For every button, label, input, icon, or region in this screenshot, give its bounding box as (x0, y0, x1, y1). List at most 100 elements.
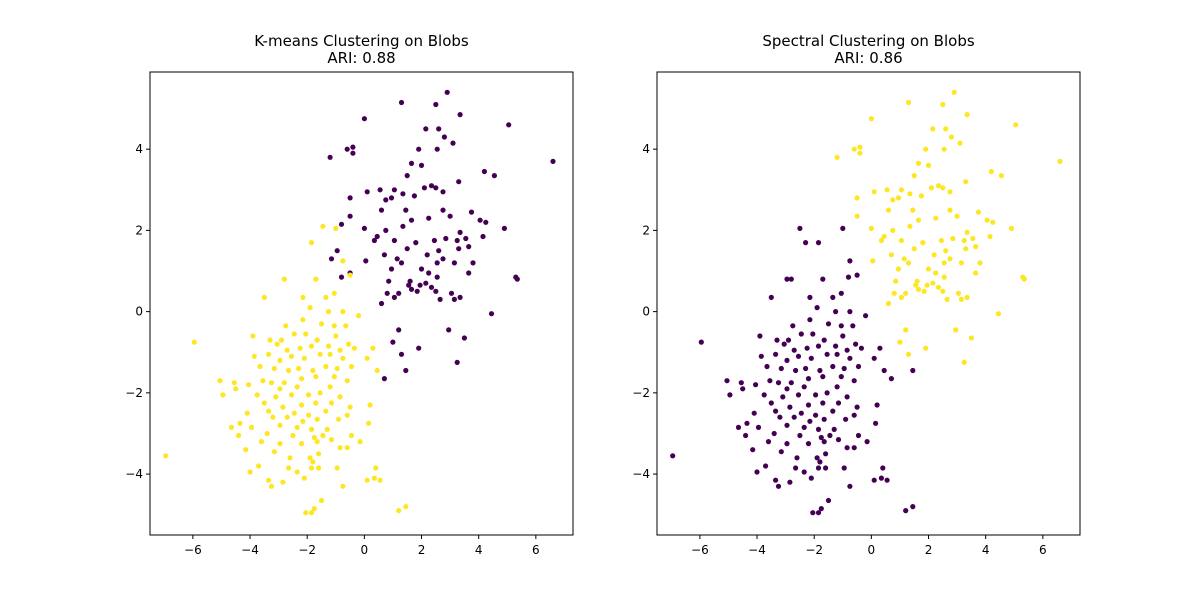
spectral-point-purple (824, 390, 830, 396)
spectral-point-yellow (968, 335, 975, 341)
kmeans-point-yellow (277, 422, 283, 428)
kmeans-point-purple (408, 160, 415, 166)
spectral-point-purple (788, 276, 794, 282)
spectral-point-purple (815, 240, 822, 246)
spectral-point-purple (780, 394, 786, 400)
spectral-point-yellow (915, 217, 922, 223)
kmeans-point-yellow (348, 363, 355, 370)
kmeans-point-yellow (316, 465, 322, 471)
spectral-point-yellow (998, 173, 1005, 179)
kmeans-point-purple (436, 126, 442, 132)
kmeans-point-purple (423, 126, 429, 132)
spectral-point-yellow (940, 288, 946, 294)
spectral-point-yellow (931, 252, 937, 258)
spectral-point-yellow (964, 112, 970, 118)
spectral-point-purple (767, 378, 773, 384)
kmeans-point-yellow (357, 439, 363, 445)
spectral-point-yellow (911, 173, 917, 179)
kmeans-point-yellow (300, 294, 306, 300)
kmeans-y-tick-label: 2 (135, 223, 143, 237)
kmeans-point-yellow (286, 367, 292, 374)
kmeans-x-tick-label: 6 (532, 543, 540, 557)
spectral-point-yellow (905, 260, 912, 266)
kmeans-point-yellow (320, 223, 326, 229)
spectral-point-purple (727, 392, 733, 398)
kmeans-point-yellow (371, 475, 377, 481)
spectral-point-purple (813, 392, 819, 398)
kmeans-point-purple (456, 179, 462, 185)
spectral-x-tick-label: −6 (691, 543, 709, 557)
kmeans-point-yellow (280, 479, 286, 485)
kmeans-point-yellow (377, 477, 383, 483)
spectral-point-yellow (898, 294, 905, 300)
spectral-point-purple (838, 323, 844, 329)
kmeans-point-purple (457, 112, 463, 118)
kmeans-point-yellow (163, 453, 169, 459)
kmeans-point-yellow (340, 258, 346, 264)
kmeans-point-purple (413, 240, 419, 246)
spectral-point-yellow (935, 183, 942, 189)
spectral-point-yellow (903, 290, 909, 296)
spectral-point-purple (778, 449, 784, 455)
kmeans-points (163, 89, 556, 516)
spectral-point-purple (814, 305, 820, 311)
kmeans-point-purple (444, 89, 450, 95)
kmeans-point-yellow (320, 432, 326, 439)
kmeans-point-purple (391, 187, 397, 193)
spectral-point-yellow (930, 126, 936, 132)
spectral-point-purple (910, 504, 916, 510)
spectral-point-purple (827, 432, 833, 439)
spectral-x-tick-label: 2 (925, 543, 933, 557)
kmeans-point-purple (391, 237, 397, 244)
kmeans-point-purple (434, 274, 440, 280)
spectral-point-yellow (943, 248, 949, 254)
kmeans-point-yellow (308, 240, 315, 246)
kmeans-subtitle: ARI: 0.88 (327, 49, 395, 67)
spectral-point-purple (797, 432, 803, 439)
spectral-point-yellow (890, 197, 896, 203)
kmeans-point-purple (377, 187, 383, 193)
kmeans-point-yellow (277, 386, 283, 392)
spectral-point-purple (785, 337, 792, 343)
spectral-point-yellow (933, 215, 939, 221)
kmeans-point-yellow (284, 347, 290, 353)
spectral-point-yellow (885, 207, 892, 213)
spectral-point-purple (821, 416, 827, 422)
kmeans-point-yellow (298, 402, 305, 408)
kmeans-point-purple (404, 173, 410, 179)
kmeans-point-purple (550, 158, 556, 164)
kmeans-point-yellow (308, 426, 315, 432)
kmeans-point-purple (383, 197, 389, 203)
kmeans-point-purple (416, 345, 422, 351)
kmeans-point-yellow (334, 365, 340, 372)
spectral-point-purple (790, 323, 796, 329)
kmeans-point-purple (488, 311, 495, 317)
kmeans-point-yellow (307, 455, 313, 461)
spectral-point-purple (847, 483, 853, 489)
spectral-point-yellow (895, 266, 902, 272)
kmeans-point-purple (440, 189, 446, 195)
spectral-point-purple (761, 392, 767, 398)
spectral-point-purple (884, 477, 890, 483)
kmeans-point-purple (457, 294, 463, 300)
spectral-point-purple (670, 453, 676, 459)
kmeans-point-purple (361, 225, 367, 231)
spectral-point-purple (805, 376, 812, 382)
kmeans-point-purple (454, 237, 460, 244)
kmeans-point-purple (418, 162, 425, 168)
kmeans-point-yellow (311, 506, 317, 512)
spectral-point-yellow (897, 339, 903, 345)
kmeans-point-purple (391, 294, 397, 300)
spectral-point-purple (805, 402, 812, 408)
spectral-point-yellow (920, 240, 926, 246)
spectral-point-yellow (944, 296, 950, 302)
kmeans-point-yellow (297, 345, 303, 351)
kmeans-point-yellow (314, 416, 320, 422)
kmeans-point-yellow (228, 424, 235, 430)
kmeans-point-purple (338, 274, 345, 280)
spectral-point-yellow (953, 327, 959, 333)
spectral-point-yellow (871, 189, 877, 195)
spectral-point-yellow (857, 150, 863, 156)
kmeans-point-yellow (324, 426, 330, 432)
